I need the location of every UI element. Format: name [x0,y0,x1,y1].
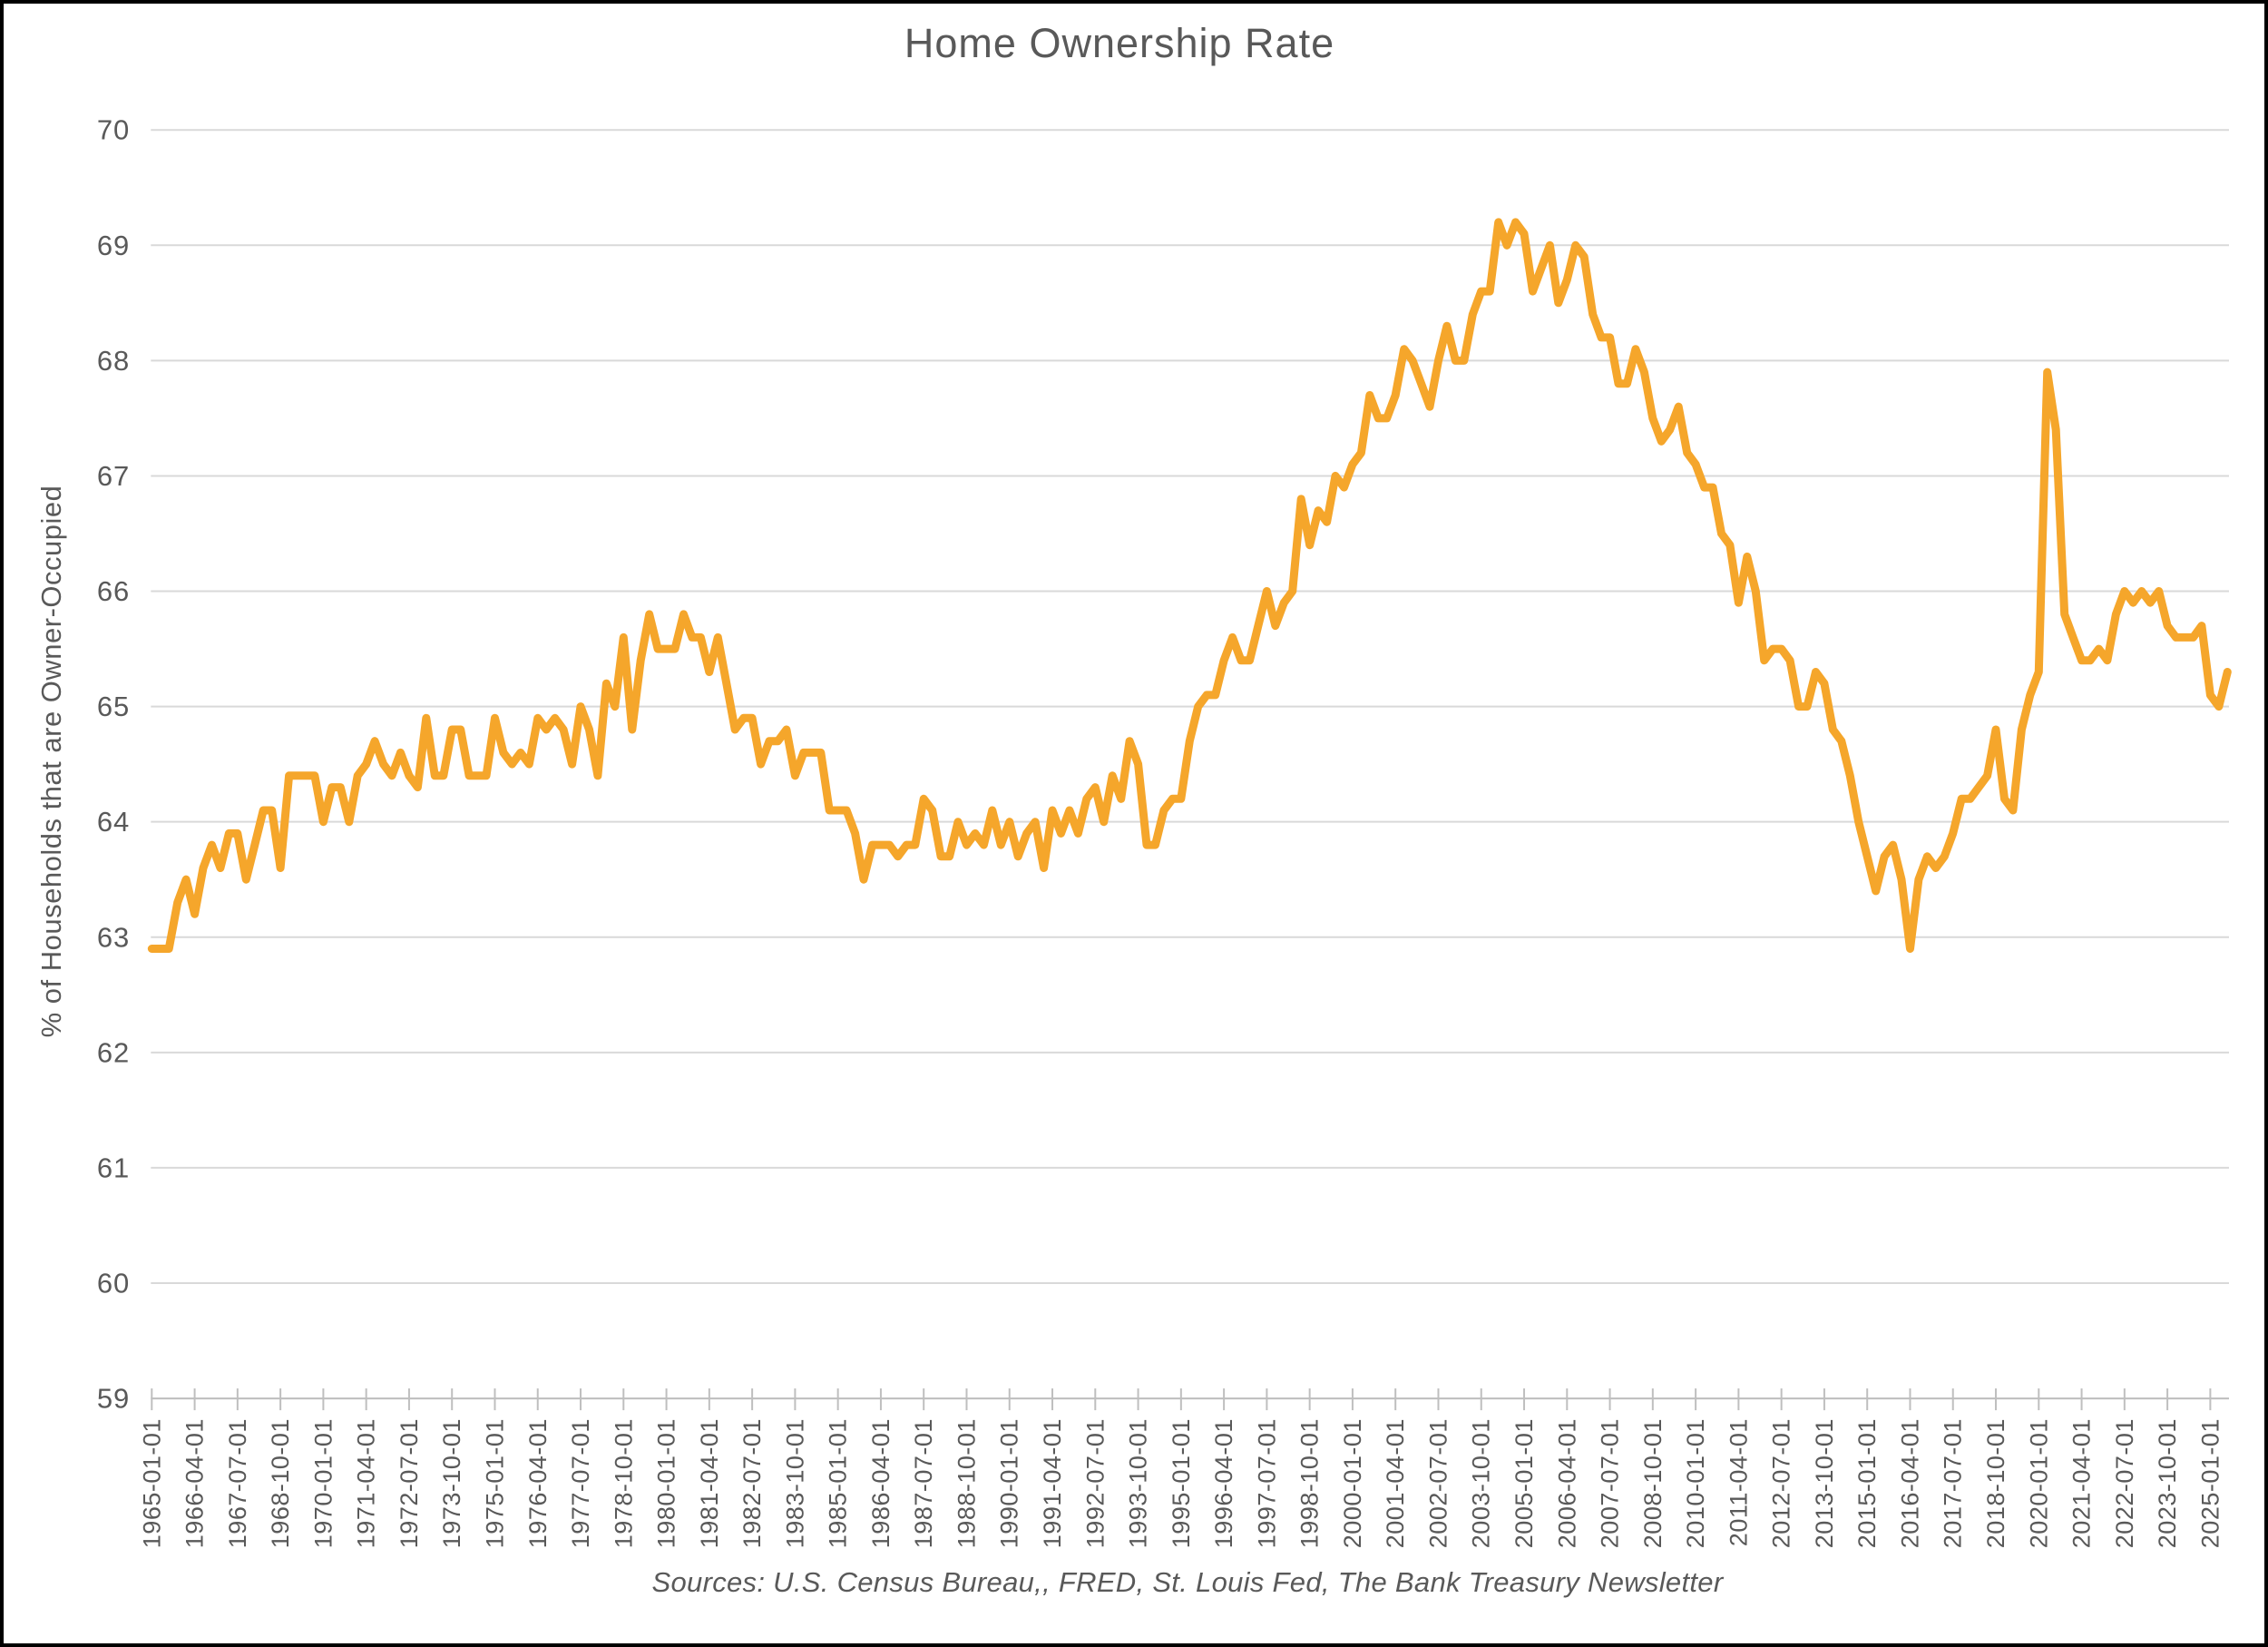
x-tick-label: 1973-10-01 [438,1418,465,1548]
x-tick-label: 2012-07-01 [1768,1418,1795,1548]
x-tick-label: 1971-04-01 [353,1418,380,1548]
x-tick-label: 1987-07-01 [910,1418,937,1548]
x-tick-label: 1988-10-01 [953,1418,980,1548]
x-tick-label: 1992-07-01 [1081,1418,1109,1548]
x-tick-label: 1975-01-01 [481,1418,508,1548]
x-tick-label: 2006-04-01 [1553,1418,1580,1548]
x-tick-label: 1998-10-01 [1296,1418,1324,1548]
y-axis-tick-labels: 59 60 61 62 63 64 65 66 67 68 69 70 [97,114,130,1415]
x-tick-label: 1976-04-01 [524,1418,552,1548]
y-tick-label: 70 [97,114,130,146]
chart-title: Home Ownership Rate [904,20,1335,66]
x-tick-label: 2017-07-01 [1940,1418,1967,1548]
x-tick-label: 2005-01-01 [1510,1418,1538,1548]
x-tick-label: 2023-10-01 [2154,1418,2181,1548]
x-tick-label: 2020-01-01 [2025,1418,2052,1548]
x-tick-label: 1993-10-01 [1125,1418,1152,1548]
x-tick-label: 1968-10-01 [267,1418,294,1548]
y-tick-label: 67 [97,460,130,492]
y-tick-label: 63 [97,921,130,953]
x-tick-label: 2010-01-01 [1682,1418,1709,1548]
x-tick-label: 2008-10-01 [1639,1418,1667,1548]
x-tick-label: 1996-04-01 [1210,1418,1237,1548]
x-tick-label: 2002-07-01 [1424,1418,1452,1548]
x-tick-label: 2003-10-01 [1468,1418,1495,1548]
chart-plot-area: 59 60 61 62 63 64 65 66 67 68 69 70 1965-01-01 1966-0… [97,114,2232,1548]
x-tick-label: 1990-01-01 [996,1418,1023,1548]
x-tick-label: 1966-04-01 [181,1418,209,1548]
y-tick-label: 69 [97,230,130,261]
x-tick-label: 1986-04-01 [867,1418,894,1548]
source-note: Sources: U.S. Census Bureau,, FRED, St. … [651,1566,1724,1598]
y-axis-title: % of Households that are Owner-Occupied [35,485,67,1038]
x-tick-label: 2007-07-01 [1597,1418,1624,1548]
x-axis-tick-labels: 1965-01-01 1966-04-01 1967-07-01 1968-10-01… [138,1418,2224,1548]
x-tick-label: 1977-07-01 [567,1418,594,1548]
x-tick-label: 2016-04-01 [1896,1418,1923,1548]
y-tick-label: 61 [97,1152,130,1183]
x-tick-label: 1997-07-01 [1253,1418,1280,1548]
y-tick-label: 66 [97,575,130,607]
y-tick-label: 59 [97,1383,130,1415]
x-tick-label: 2011-04-01 [1725,1418,1752,1546]
x-tick-label: 2022-07-01 [2111,1418,2138,1548]
x-tick-label: 1985-01-01 [825,1418,852,1548]
x-tick-label: 1965-01-01 [138,1418,165,1548]
x-tick-label: 1978-10-01 [610,1418,637,1548]
x-tick-label: 1980-01-01 [653,1418,680,1548]
x-tick-label: 2015-01-01 [1853,1418,1881,1548]
y-tick-label: 65 [97,691,130,722]
x-tick-label: 2001-04-01 [1382,1418,1409,1548]
x-tick-label: 2013-10-01 [1811,1418,1838,1548]
y-tick-label: 62 [97,1036,130,1068]
y-tick-label: 68 [97,345,130,377]
x-tick-label: 1983-10-01 [781,1418,808,1548]
x-tick-label: 2000-01-01 [1339,1418,1366,1548]
y-tick-label: 64 [97,806,130,838]
x-tick-label: 1972-07-01 [396,1418,423,1548]
x-tick-label: 2021-04-01 [2068,1418,2096,1548]
x-tick-label: 1970-01-01 [309,1418,337,1548]
x-tick-label: 1995-01-01 [1168,1418,1195,1548]
x-tick-label: 2018-10-01 [1982,1418,2009,1548]
x-tick-label: 1967-07-01 [224,1418,251,1548]
x-tick-label: 2025-01-01 [2196,1418,2224,1548]
y-tick-label: 60 [97,1268,130,1299]
x-tick-label: 1991-04-01 [1039,1418,1066,1548]
x-tick-label: 1982-07-01 [738,1418,766,1548]
gridlines [151,129,2229,1400]
x-tick-label: 1981-04-01 [696,1418,723,1548]
homeownership-rate-line [147,218,2232,953]
